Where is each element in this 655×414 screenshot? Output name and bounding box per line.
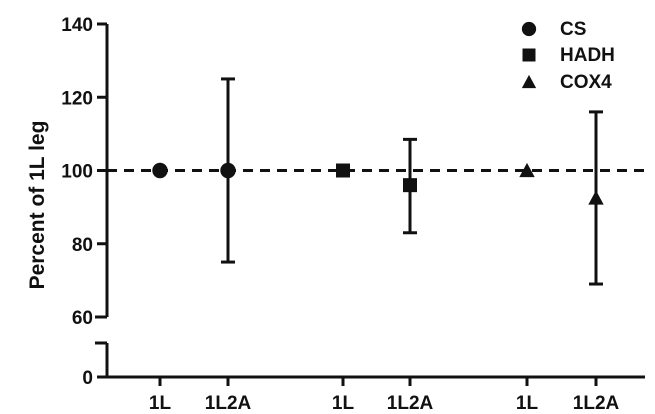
legend-label-cs: CS xyxy=(560,19,586,40)
point-hadh-1l2a-marker xyxy=(403,178,417,193)
point-cs-1l-marker xyxy=(152,162,168,179)
legend-marker-cox4 xyxy=(521,74,537,89)
legend-label-cox4: COX4 xyxy=(560,72,612,93)
y-tick-label: 120 xyxy=(61,88,93,109)
y-tick-label: 100 xyxy=(61,162,93,183)
point-cox4-1l2a-marker xyxy=(588,190,604,205)
x-axis: 1L 1L2A 1L 1L2A 1L 1L2A xyxy=(107,375,645,414)
x-tick-label: 1L2A xyxy=(387,393,434,414)
legend-marker-cs xyxy=(521,21,537,37)
y-axis-label: Percent of 1L leg xyxy=(26,121,49,290)
x-tick-label: 1L xyxy=(149,393,172,414)
y-tick-label: 60 xyxy=(72,308,93,329)
x-tick-label: 1L xyxy=(332,393,355,414)
x-tick-label: 1L xyxy=(516,393,539,414)
y-axis: 0 60 80 100 120 140 xyxy=(61,15,109,389)
point-cs-1l2a-marker xyxy=(220,162,236,179)
point-cox4-1l-marker xyxy=(519,162,535,178)
x-tick-label: 1L2A xyxy=(573,393,620,414)
y-tick-label: 0 xyxy=(82,368,93,389)
x-tick-label: 1L2A xyxy=(205,393,252,414)
data-marks xyxy=(152,77,604,286)
legend-label-hadh: HADH xyxy=(560,45,615,66)
legend: CS HADH COX4 xyxy=(521,19,615,93)
point-hadh-1l-marker xyxy=(336,163,350,178)
y-tick-label: 80 xyxy=(72,235,93,256)
legend-marker-hadh xyxy=(522,48,536,62)
y-tick-label: 140 xyxy=(61,15,93,36)
